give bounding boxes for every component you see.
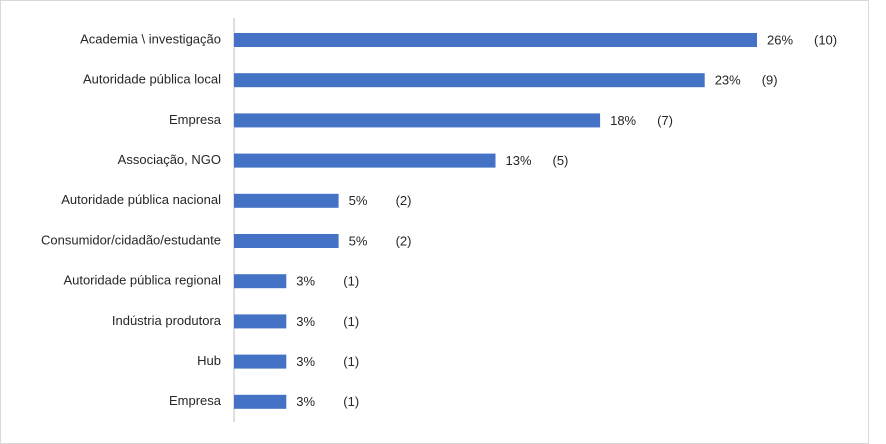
category-label: Associação, NGO [118, 152, 221, 167]
percent-label: 3% [296, 354, 315, 369]
percent-label: 18% [610, 113, 636, 128]
category-label: Consumidor/cidadão/estudante [41, 232, 221, 247]
bar [234, 274, 287, 289]
count-label: (10) [814, 32, 837, 47]
bar [234, 153, 496, 168]
bar [234, 73, 705, 88]
bar [234, 354, 287, 369]
percent-label: 26% [767, 32, 793, 47]
category-label: Hub [197, 353, 221, 368]
count-label: (1) [343, 354, 359, 369]
percent-label: 3% [296, 394, 315, 409]
count-label: (1) [343, 314, 359, 329]
bar [234, 234, 339, 248]
category-label: Academia \ investigação [80, 31, 221, 46]
count-label: (2) [396, 233, 412, 248]
percent-label: 13% [506, 153, 532, 168]
percent-label: 5% [349, 233, 368, 248]
count-label: (2) [396, 193, 412, 208]
bar [234, 113, 601, 128]
category-label: Empresa [169, 112, 222, 127]
percent-label: 23% [715, 73, 741, 88]
percent-label: 3% [296, 314, 315, 329]
count-label: (5) [553, 153, 569, 168]
category-label: Autoridade pública nacional [61, 192, 221, 207]
category-label: Autoridade pública local [83, 72, 221, 87]
category-label: Indústria produtora [112, 313, 222, 328]
bar [234, 314, 287, 329]
category-label: Empresa [169, 393, 222, 408]
count-label: (1) [343, 394, 359, 409]
bar [234, 33, 757, 47]
bar [234, 394, 287, 409]
percent-label: 5% [349, 193, 368, 208]
count-label: (1) [343, 274, 359, 289]
count-label: (7) [657, 113, 673, 128]
category-label: Autoridade pública regional [63, 273, 221, 288]
percent-label: 3% [296, 274, 315, 289]
count-label: (9) [762, 73, 778, 88]
bar [234, 193, 339, 208]
